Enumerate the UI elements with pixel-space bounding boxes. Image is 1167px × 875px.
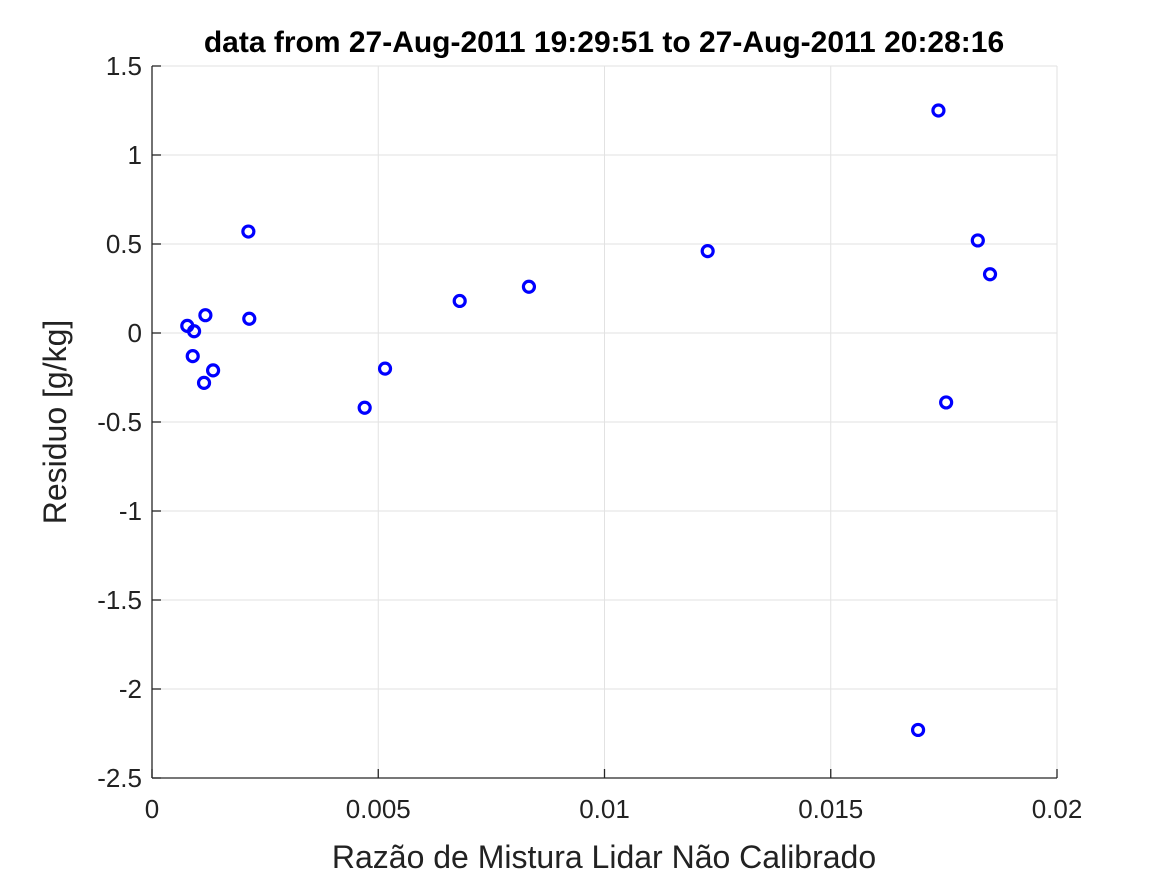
- x-tick-label: 0.005: [346, 794, 411, 824]
- data-point: [186, 324, 202, 339]
- data-point: [521, 279, 537, 294]
- x-axis-ticks: 0 0.005 0.01 0.015 0.02: [145, 769, 1083, 824]
- y-tick-label: -2: [119, 674, 142, 704]
- y-axis-label: Residuo [g/kg]: [37, 320, 73, 525]
- data-point: [205, 363, 221, 378]
- y-axis-ticks: -2.5 -2 -1.5 -1 -0.5 0 0.5 1 1.5: [97, 51, 161, 793]
- y-tick-label: -0.5: [97, 407, 142, 437]
- y-tick-label: 0: [128, 318, 142, 348]
- data-point: [185, 349, 200, 364]
- x-tick-label: 0.015: [798, 794, 863, 824]
- data-point: [982, 267, 998, 282]
- grid-lines: [151, 65, 1058, 779]
- data-point: [970, 233, 985, 248]
- y-tick-label: -2.5: [97, 763, 142, 793]
- data-point: [241, 224, 256, 239]
- y-tick-label: 0.5: [106, 229, 142, 259]
- y-tick-label: 1: [128, 140, 142, 170]
- data-point: [242, 311, 257, 326]
- data-points: [180, 103, 998, 738]
- data-point: [910, 722, 926, 738]
- y-tick-label: 1.5: [106, 51, 142, 81]
- data-point: [377, 361, 393, 376]
- data-point: [700, 244, 715, 259]
- x-tick-label: 0.01: [579, 794, 630, 824]
- data-point: [939, 395, 954, 410]
- data-point: [198, 308, 213, 323]
- data-point: [196, 375, 212, 390]
- data-point: [931, 103, 946, 118]
- x-tick-label: 0: [145, 794, 159, 824]
- x-axis-label: Razão de Mistura Lidar Não Calibrado: [332, 839, 876, 875]
- x-tick-label: 0.02: [1032, 794, 1083, 824]
- data-point: [452, 293, 467, 309]
- chart-title: data from 27-Aug-2011 19:29:51 to 27-Aug…: [204, 26, 1004, 59]
- data-point: [357, 400, 372, 415]
- y-tick-label: -1: [119, 496, 142, 526]
- y-tick-label: -1.5: [97, 585, 142, 615]
